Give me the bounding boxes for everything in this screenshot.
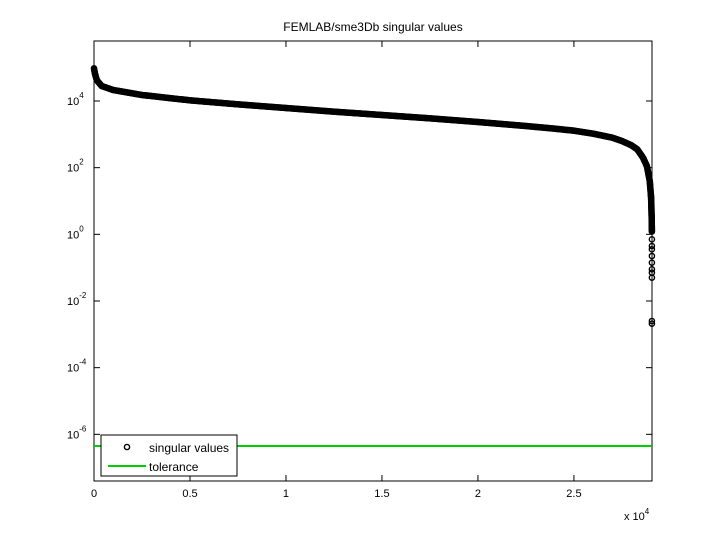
legend: singular values tolerance [100,434,238,477]
data-point [648,252,656,260]
x-tick-label: 1 [283,488,289,500]
data-point [648,226,656,233]
data-point [648,223,656,231]
data-point [648,274,656,281]
data-point [648,259,656,266]
singular-values-series [90,65,656,327]
data-point [648,320,656,327]
data-point [648,242,656,250]
chart-title: FEMLAB/sme3Db singular values [283,20,462,34]
y-tick-label: 104 [67,91,84,108]
plot-box [93,40,653,482]
axis-ticks [93,41,652,481]
data-point [648,236,656,243]
y-tick-labels: 104 102 100 10-2 10-4 10-6 [67,91,87,441]
legend-box [100,434,238,477]
x-axis-exponent-label: x 104 [624,507,650,523]
y-tick-label: 102 [67,158,84,175]
x-tick-labels: 0 0.5 1 1.5 2 2.5 [91,488,582,500]
x-tick-label: 1.5 [374,488,389,500]
y-tick-label: 10-2 [67,291,87,308]
data-point [648,317,656,325]
legend-label-tolerance: tolerance [149,460,199,474]
legend-label-singular-values: singular values [149,441,229,455]
x-tick-label: 2.5 [566,488,581,500]
data-point [648,246,656,253]
x-tick-label: 2 [475,488,481,500]
y-tick-label: 10-6 [67,424,87,441]
y-tick-label: 10-4 [67,358,87,375]
legend-marker-singular-values [123,443,131,451]
data-point [648,266,656,273]
x-tick-label: 0.5 [182,488,197,500]
x-tick-label: 0 [91,488,97,500]
y-tick-label: 100 [67,224,84,241]
